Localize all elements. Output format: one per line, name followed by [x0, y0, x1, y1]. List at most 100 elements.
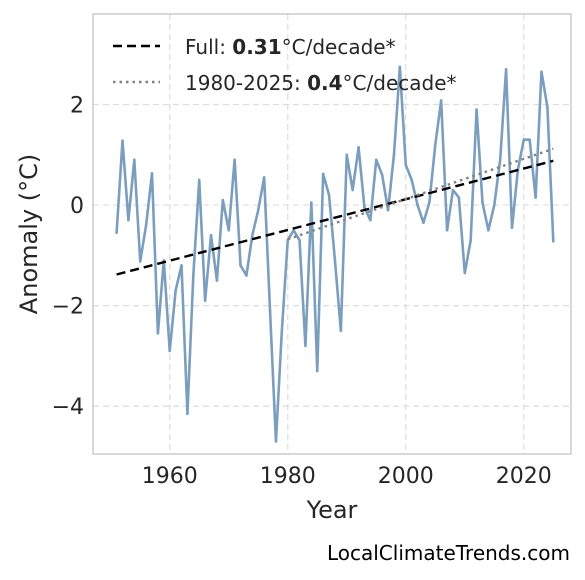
data-point: [251, 233, 254, 237]
legend-recent-prefix: 1980-2025:: [185, 71, 307, 95]
data-point: [298, 238, 301, 242]
data-point: [150, 172, 154, 175]
data-point: [510, 226, 514, 230]
data-point: [380, 173, 384, 177]
data-point: [522, 138, 526, 142]
data-point: [422, 221, 425, 224]
data-point: [410, 178, 413, 182]
data-point: [174, 289, 177, 292]
legend-recent-value: 0.4: [307, 71, 342, 95]
data-point: [416, 203, 419, 207]
x-tick-label: 1960: [142, 464, 198, 489]
data-point: [445, 228, 449, 232]
x-tick-label: 1980: [260, 464, 316, 489]
data-point: [404, 163, 408, 167]
data-point: [144, 223, 148, 227]
data-point: [245, 274, 248, 277]
data-point: [233, 158, 236, 162]
data-point: [127, 218, 130, 222]
data-point: [528, 138, 531, 142]
data-point: [209, 233, 213, 237]
data-point: [156, 332, 160, 335]
data-point: [457, 196, 461, 199]
data-point: [315, 369, 319, 373]
data-point: [469, 238, 472, 242]
data-point: [215, 279, 219, 282]
x-tick-label: 2020: [496, 464, 552, 489]
data-point: [121, 139, 124, 143]
data-point: [534, 196, 537, 199]
data-point: [386, 208, 390, 212]
legend-recent-text: 1980-2025: 0.4°C/decade*: [185, 71, 457, 95]
data-point: [339, 329, 343, 333]
data-point: [221, 198, 225, 202]
data-point: [262, 176, 266, 179]
y-tick-label: −4: [52, 395, 84, 420]
legend-full-suffix: °C/decade*: [282, 35, 396, 59]
data-point: [327, 193, 331, 197]
grid-lines: [93, 14, 571, 454]
data-point: [321, 172, 325, 176]
full-trend-line: [116, 159, 554, 276]
legend-recent-suffix: °C/decade*: [343, 71, 457, 95]
data-point: [487, 228, 490, 232]
data-point: [546, 105, 549, 109]
plot-frame: [92, 13, 572, 455]
y-tick-label: −2: [52, 295, 84, 320]
x-axis-label: Year: [306, 496, 358, 524]
data-point: [274, 440, 278, 443]
data-point: [451, 188, 455, 192]
data-point: [481, 201, 484, 204]
data-point: [498, 158, 502, 162]
data-point: [540, 70, 543, 74]
data-point: [439, 99, 443, 102]
x-tick-labels: 1960 1980 2000 2020: [142, 464, 552, 489]
data-point: [197, 178, 201, 182]
data-point: [398, 65, 402, 69]
data-point: [433, 143, 437, 147]
data-point: [369, 218, 372, 222]
data-point: [192, 274, 195, 277]
x-tick-label: 2000: [378, 464, 434, 489]
data-point: [227, 228, 231, 232]
watermark: LocalClimateTrends.com: [327, 541, 570, 565]
anomaly-series-line: [115, 65, 555, 443]
data-point: [374, 158, 378, 162]
y-tick-label: 2: [70, 94, 84, 119]
data-point: [256, 208, 260, 212]
data-point: [115, 231, 118, 235]
data-point: [186, 412, 189, 416]
data-point: [363, 206, 366, 209]
data-point: [133, 158, 136, 162]
legend-full-prefix: Full:: [185, 35, 232, 59]
data-point: [392, 153, 396, 157]
data-point: [168, 349, 172, 353]
data-point: [475, 108, 478, 111]
data-point: [492, 203, 496, 207]
data-point: [180, 264, 183, 267]
anomaly-series-points: [115, 65, 555, 443]
recent-trend-line: [287, 147, 554, 241]
y-axis-label: Anomaly (°C): [15, 154, 43, 314]
data-point: [203, 299, 207, 302]
data-point: [463, 271, 467, 275]
data-point: [345, 153, 349, 157]
y-tick-label: 0: [70, 194, 84, 219]
legend-full-text: Full: 0.31°C/decade*: [185, 35, 396, 59]
y-tick-labels: −4 −2 0 2: [52, 94, 84, 421]
data-point: [333, 259, 337, 262]
data-point: [351, 188, 354, 192]
data-point: [310, 201, 313, 204]
data-point: [239, 264, 242, 267]
data-point: [304, 344, 307, 348]
data-point: [504, 68, 508, 71]
data-point: [268, 309, 272, 312]
data-point: [280, 329, 284, 333]
data-point: [357, 145, 360, 149]
data-point: [428, 201, 431, 204]
legend: Full: 0.31°C/decade* 1980-2025: 0.4°C/de…: [113, 35, 457, 95]
data-point: [138, 260, 142, 263]
legend-full-value: 0.31: [232, 35, 281, 59]
data-point: [551, 239, 555, 243]
